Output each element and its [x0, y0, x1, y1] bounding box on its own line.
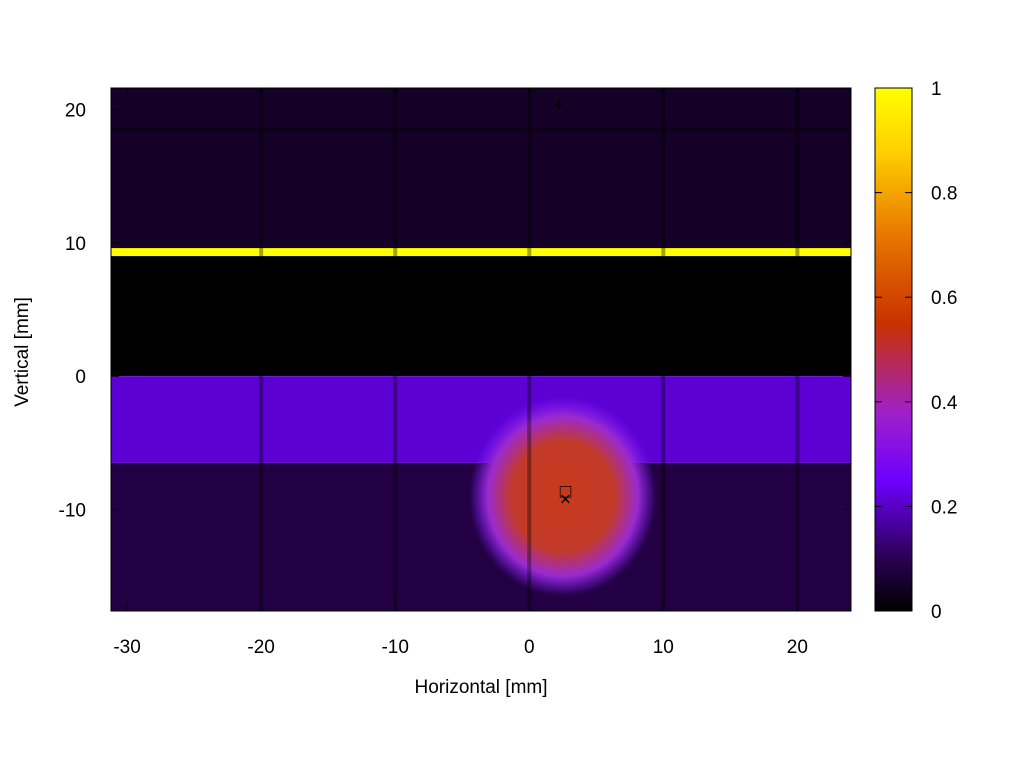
- colorbar-tick-label: 0.8: [931, 184, 957, 205]
- colorbar-ticks: 0 0.2 0.4 0.6 0.8 1: [875, 79, 958, 623]
- colorbar-tick-label: 0.2: [931, 497, 957, 518]
- heatmap-spot: [468, 396, 657, 597]
- marker: +: [553, 96, 564, 117]
- markers: + □×: [553, 96, 572, 511]
- colorbar-tick-label: 0.4: [931, 393, 958, 414]
- y-ticks: -10 0 10 20: [59, 100, 851, 522]
- x-tick-label: 0: [524, 637, 535, 658]
- marker: ×: [560, 489, 571, 510]
- x-tick-label: -20: [247, 637, 274, 658]
- colorbar-tick-label: 1: [931, 79, 942, 100]
- x-tick-label: -10: [381, 637, 408, 658]
- y-axis-label: Vertical [mm]: [12, 297, 33, 407]
- y-tick-label: -10: [59, 501, 86, 522]
- y-tick-label: 10: [65, 234, 86, 255]
- x-tick-label: -30: [113, 637, 140, 658]
- colorbar: [874, 87, 913, 612]
- y-tick-label: 0: [75, 367, 86, 388]
- x-tick-label: 10: [653, 637, 674, 658]
- colorbar-tick-label: 0.6: [931, 288, 957, 309]
- heatmap-region-upper: [111, 88, 851, 251]
- x-tick-label: 20: [787, 637, 808, 658]
- y-tick-label: 20: [65, 100, 86, 121]
- colorbar-tick-label: 0: [931, 602, 942, 623]
- heatmap-region-shadow: [111, 256, 851, 377]
- marker: □: [560, 481, 572, 502]
- x-axis-label: Horizontal [mm]: [414, 677, 547, 698]
- heatmap: [111, 88, 851, 611]
- plot-frame: [110, 87, 852, 612]
- x-ticks: -30 -20 -10 0 10 20: [113, 88, 808, 658]
- heatmap-region-edge-line: [111, 248, 851, 257]
